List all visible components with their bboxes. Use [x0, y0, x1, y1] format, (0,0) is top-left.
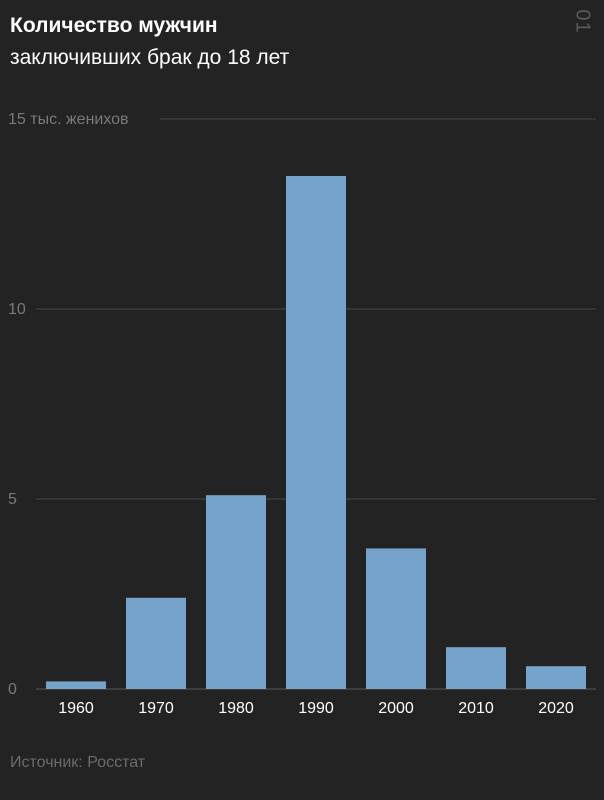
chart-title: Количество мужчин заключивших брак до 18…: [10, 10, 530, 74]
bar-1990: [286, 176, 346, 689]
y-tick-label: 0: [8, 681, 17, 698]
x-tick-label: 1980: [218, 700, 254, 717]
chart-title-line-1: Количество мужчин: [10, 14, 218, 37]
bar-1960: [46, 681, 106, 689]
bar-2020: [526, 666, 586, 689]
bar-2000: [366, 548, 426, 689]
y-tick-label: 5: [8, 491, 17, 508]
x-tick-label: 1970: [138, 700, 174, 717]
y-tick-label: 15 тыс. женихов: [8, 111, 129, 128]
x-tick-label: 2010: [458, 700, 494, 717]
x-tick-label: 1990: [298, 700, 334, 717]
y-tick-label: 10: [8, 301, 26, 318]
x-tick-label: 2020: [538, 700, 574, 717]
bar-2010: [446, 647, 506, 689]
source-note: Источник: Росстат: [10, 754, 146, 771]
bar-chart: 0 5 10 15 тыс. женихов 1960 1970 1980 1990 2000 2…: [8, 111, 596, 717]
bar-1970: [126, 597, 186, 689]
x-tick-label: 1960: [58, 700, 94, 717]
chart-title-line-2: заключивших брак до 18 лет: [10, 46, 290, 69]
x-tick-label: 2000: [378, 700, 414, 717]
bar-1980: [206, 495, 266, 689]
